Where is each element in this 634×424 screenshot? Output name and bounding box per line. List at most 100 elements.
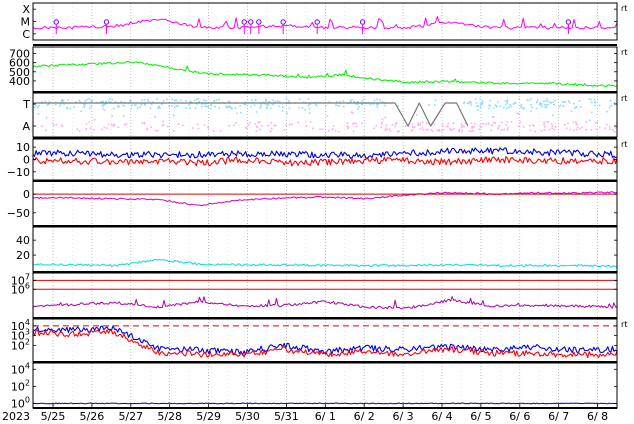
imf-point xyxy=(482,122,484,125)
imf-point xyxy=(112,124,115,126)
imf-point xyxy=(342,100,344,102)
imf-point xyxy=(78,130,81,132)
imf-point xyxy=(61,100,64,103)
imf-point xyxy=(259,107,262,109)
imf-point xyxy=(545,104,548,107)
imf-point xyxy=(102,107,104,110)
imf-point xyxy=(73,106,75,108)
x-tick-label: 5/25 xyxy=(41,410,66,423)
imf-point xyxy=(570,110,573,112)
imf-point xyxy=(251,99,253,101)
imf-point xyxy=(261,125,263,127)
imf-point xyxy=(563,101,565,103)
imf-point xyxy=(540,103,542,105)
series-line xyxy=(32,329,618,359)
imf-point xyxy=(490,129,492,132)
imf-point xyxy=(101,101,104,104)
imf-point xyxy=(494,104,497,106)
imf-point xyxy=(493,107,495,109)
imf-point xyxy=(590,129,593,131)
imf-point xyxy=(380,123,383,125)
imf-point xyxy=(548,101,551,104)
imf-point xyxy=(113,123,116,126)
imf-point xyxy=(605,123,608,126)
imf-point xyxy=(197,98,200,100)
imf-point xyxy=(110,123,113,126)
imf-point xyxy=(470,126,473,129)
imf-point xyxy=(470,104,473,106)
imf-point xyxy=(488,107,490,110)
imf-point xyxy=(76,128,79,131)
imf-point xyxy=(278,105,280,108)
imf-point xyxy=(61,98,64,101)
imf-point xyxy=(355,125,358,128)
imf-point xyxy=(381,118,384,120)
imf-point xyxy=(442,128,445,131)
imf-point xyxy=(173,99,176,102)
imf-point xyxy=(394,122,397,125)
imf-point xyxy=(154,129,157,132)
y-tick-label: T xyxy=(22,98,30,111)
imf-point xyxy=(281,110,284,112)
imf-point xyxy=(535,107,538,110)
imf-point xyxy=(438,130,441,133)
imf-point xyxy=(263,102,266,105)
imf-point xyxy=(594,104,596,107)
imf-point xyxy=(487,122,490,125)
imf-point xyxy=(411,128,414,131)
imf-point xyxy=(513,102,516,104)
imf-point xyxy=(491,124,494,127)
y-tick-label: 600 xyxy=(9,57,30,70)
imf-point xyxy=(550,122,553,125)
imf-point xyxy=(489,99,492,102)
imf-point xyxy=(214,105,216,108)
imf-point xyxy=(488,104,491,106)
imf-point xyxy=(332,125,335,127)
imf-point xyxy=(188,101,191,104)
panel-corner-mark: rt xyxy=(621,320,627,329)
imf-point xyxy=(468,102,470,105)
imf-point xyxy=(118,105,120,108)
imf-point xyxy=(567,122,569,125)
imf-point xyxy=(547,121,550,123)
imf-point xyxy=(35,105,37,107)
imf-point xyxy=(135,103,137,106)
imf-point xyxy=(543,121,546,124)
x-tick-label: 5/26 xyxy=(80,410,105,423)
imf-point xyxy=(564,100,567,103)
imf-point xyxy=(218,98,220,101)
imf-point xyxy=(75,101,77,103)
imf-point xyxy=(270,127,273,130)
imf-point xyxy=(102,100,104,103)
imf-point xyxy=(265,104,268,106)
panel-corner-mark: rt xyxy=(621,48,627,57)
imf-point xyxy=(508,106,510,109)
imf-point xyxy=(103,109,106,112)
imf-point xyxy=(60,124,63,126)
imf-point xyxy=(90,105,93,108)
imf-point xyxy=(544,99,547,102)
x-tick-label: 6/ 8 xyxy=(587,410,608,423)
imf-point xyxy=(93,128,95,131)
imf-point xyxy=(272,99,274,102)
imf-point xyxy=(309,121,312,123)
y-tick-label: 700 xyxy=(9,48,30,61)
imf-point xyxy=(146,127,149,130)
imf-point xyxy=(165,98,168,101)
imf-point xyxy=(109,98,111,100)
imf-point xyxy=(609,99,611,102)
imf-point xyxy=(360,103,363,106)
imf-point xyxy=(363,98,365,100)
imf-point xyxy=(308,107,311,110)
imf-point xyxy=(162,120,164,123)
imf-point xyxy=(479,106,482,109)
imf-point xyxy=(298,98,301,101)
imf-point xyxy=(103,126,106,129)
imf-point xyxy=(552,101,555,103)
imf-point xyxy=(265,98,268,101)
imf-point xyxy=(376,106,379,108)
imf-point xyxy=(63,103,65,105)
imf-point xyxy=(204,103,207,105)
imf-point xyxy=(269,107,272,110)
imf-point xyxy=(384,127,387,129)
